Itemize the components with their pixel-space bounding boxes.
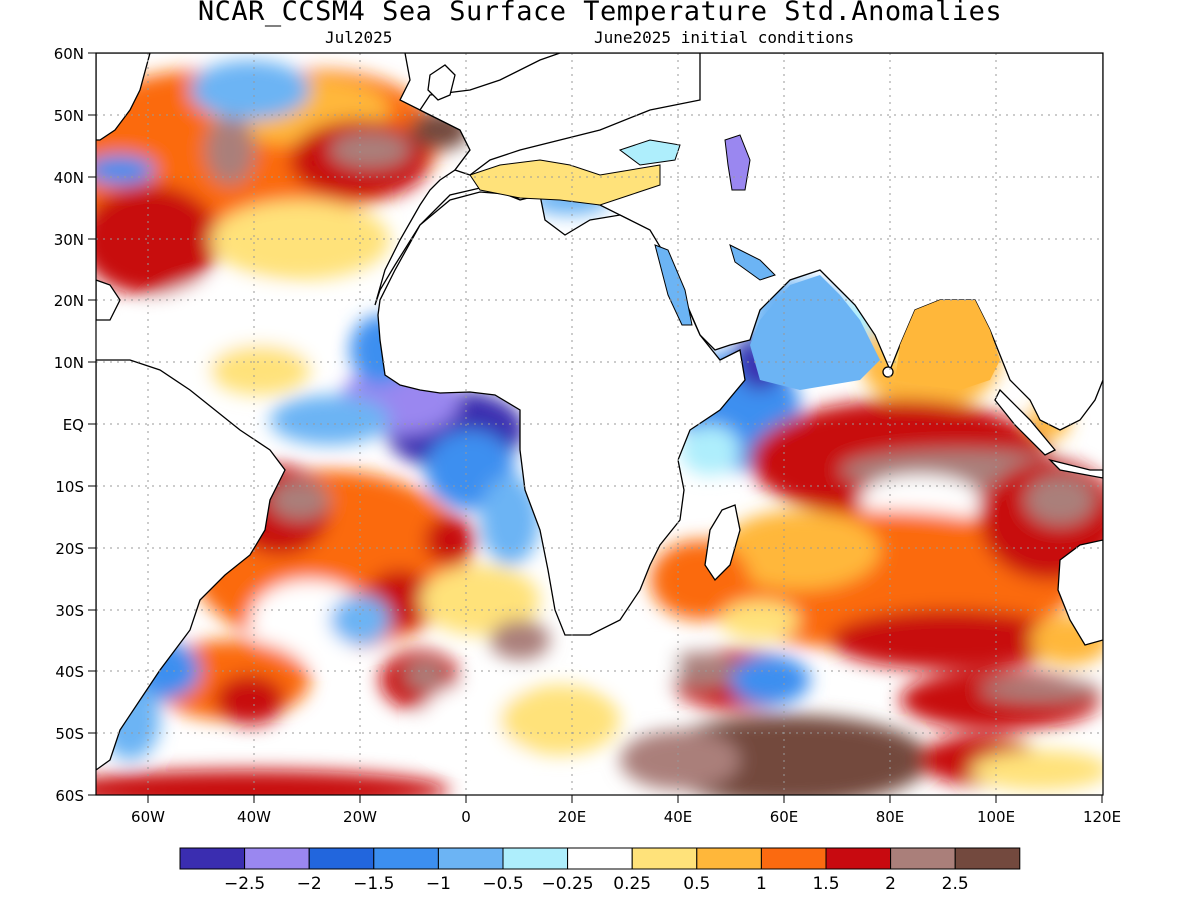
lat-label: 10N <box>54 354 84 372</box>
lon-label: 60W <box>131 808 165 826</box>
colorbar-swatches <box>179 847 1021 870</box>
lat-label: 10S <box>55 478 84 496</box>
sst-anomaly-field <box>96 53 1103 795</box>
lat-label: 50S <box>55 725 84 743</box>
colorbar-swatch <box>890 847 956 870</box>
colorbar-swatch <box>825 847 892 870</box>
lat-label: 40S <box>55 663 84 681</box>
colorbar-swatch <box>502 847 569 870</box>
colorbar-label: −1 <box>426 874 451 894</box>
colorbar-label: −2.5 <box>224 874 265 894</box>
colorbar-label: −0.25 <box>542 874 594 894</box>
colorbar-label: −0.5 <box>482 874 523 894</box>
lon-label: 120E <box>1083 808 1121 826</box>
colorbar-label: 1 <box>756 874 767 894</box>
landmasses <box>96 53 1103 771</box>
colorbar-label: 1.5 <box>812 874 839 894</box>
lat-label: 50N <box>54 107 84 125</box>
lat-label: 60N <box>54 45 84 63</box>
anomaly-map: 60N 50N 40N 30N 20N 10N EQ 10S 20S 30S 4… <box>54 45 1121 826</box>
colorbar-swatch <box>631 847 698 870</box>
colorbar-label: −1.5 <box>353 874 394 894</box>
lat-label: 20N <box>54 292 84 310</box>
colorbar-swatch <box>308 847 375 870</box>
lat-label: 40N <box>54 169 84 187</box>
colorbar-label: 2 <box>885 874 896 894</box>
colorbar-swatch <box>954 847 1021 870</box>
lat-label: EQ <box>63 416 84 434</box>
forecast-month: Jul2025 <box>325 28 393 47</box>
lon-label: 100E <box>977 808 1015 826</box>
colorbar-swatch <box>179 847 246 870</box>
colorbar-labels: −2.5 −2 −1.5 −1 −0.5 −0.25 0.25 0.5 1 1.5 2 2.5 <box>224 874 969 894</box>
lon-label: 60E <box>770 808 799 826</box>
initial-conditions-label: June2025 initial conditions <box>594 28 855 47</box>
lat-label: 60S <box>55 787 84 805</box>
colorbar-swatch <box>567 847 633 870</box>
map-title: NCAR_CCSM4 Sea Surface Temperature Std.A… <box>197 0 1003 27</box>
colorbar-swatch <box>696 847 762 870</box>
colorbar-label: −2 <box>297 874 322 894</box>
colorbar-swatch <box>373 847 439 870</box>
lon-label: 0 <box>461 808 471 826</box>
lon-label: 40E <box>664 808 693 826</box>
colorbar-swatch <box>437 847 504 870</box>
graticule <box>96 53 1103 795</box>
axis-ticks <box>88 52 1103 803</box>
lat-label: 30N <box>54 231 84 249</box>
colorbar-swatch <box>760 847 827 870</box>
colorbar-label: 0.5 <box>683 874 710 894</box>
colorbar-label: 0.25 <box>613 874 651 894</box>
lon-label: 40W <box>237 808 271 826</box>
lon-label: 80E <box>876 808 905 826</box>
lat-label: 30S <box>55 602 84 620</box>
lon-label: 20E <box>558 808 587 826</box>
lon-label: 20W <box>343 808 377 826</box>
colorbar-swatch <box>244 847 310 870</box>
lat-label: 20S <box>55 540 84 558</box>
colorbar-label: 2.5 <box>942 874 969 894</box>
